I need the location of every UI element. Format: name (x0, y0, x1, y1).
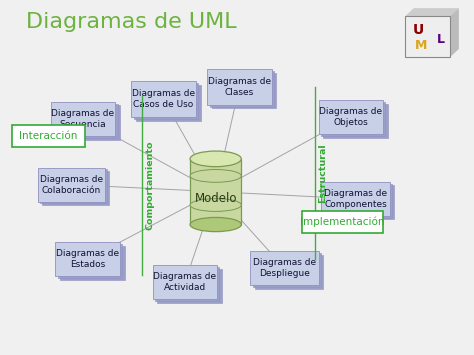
Bar (190, 159, 241, 224)
FancyBboxPatch shape (60, 246, 125, 280)
Text: Estructural: Estructural (318, 143, 327, 203)
FancyBboxPatch shape (55, 242, 120, 276)
Text: Diagramas de UML: Diagramas de UML (26, 12, 237, 32)
Text: M: M (415, 39, 427, 52)
Text: Diagramas de
Secuencia: Diagramas de Secuencia (51, 109, 115, 129)
FancyBboxPatch shape (323, 104, 388, 138)
FancyBboxPatch shape (55, 105, 120, 140)
Ellipse shape (190, 170, 241, 182)
Text: U: U (413, 23, 424, 37)
FancyBboxPatch shape (53, 104, 118, 138)
FancyBboxPatch shape (405, 16, 450, 57)
FancyBboxPatch shape (40, 169, 107, 203)
Polygon shape (450, 8, 459, 57)
FancyBboxPatch shape (250, 251, 319, 285)
Text: Diagramas de
Componentes: Diagramas de Componentes (324, 189, 387, 209)
FancyBboxPatch shape (207, 69, 272, 105)
FancyBboxPatch shape (157, 269, 222, 303)
Polygon shape (405, 8, 459, 16)
FancyBboxPatch shape (321, 102, 385, 136)
FancyBboxPatch shape (153, 265, 217, 299)
FancyBboxPatch shape (321, 182, 390, 216)
Ellipse shape (190, 217, 241, 231)
Text: Comportamiento: Comportamiento (145, 141, 154, 230)
FancyBboxPatch shape (42, 171, 109, 205)
Text: Diagramas de
Clases: Diagramas de Clases (208, 77, 271, 97)
FancyBboxPatch shape (324, 184, 392, 218)
FancyBboxPatch shape (136, 85, 201, 121)
FancyBboxPatch shape (37, 168, 104, 202)
FancyBboxPatch shape (319, 100, 383, 134)
Text: Modelo: Modelo (194, 192, 237, 205)
FancyBboxPatch shape (212, 73, 276, 108)
FancyBboxPatch shape (210, 71, 274, 106)
Text: Diagramas de
Objetos: Diagramas de Objetos (319, 107, 383, 127)
Text: Diagramas de
Colaboración: Diagramas de Colaboración (39, 175, 103, 195)
Text: Diagramas de
Estados: Diagramas de Estados (56, 249, 119, 269)
FancyBboxPatch shape (12, 125, 85, 147)
FancyBboxPatch shape (134, 83, 198, 119)
FancyBboxPatch shape (326, 185, 394, 219)
Ellipse shape (190, 199, 241, 211)
FancyBboxPatch shape (255, 255, 323, 289)
Ellipse shape (190, 151, 241, 167)
FancyBboxPatch shape (58, 244, 122, 278)
Text: L: L (437, 33, 445, 46)
FancyBboxPatch shape (51, 102, 115, 136)
FancyBboxPatch shape (131, 82, 196, 117)
Text: Diagramas de
Casos de Uso: Diagramas de Casos de Uso (132, 89, 195, 109)
FancyBboxPatch shape (253, 253, 321, 287)
FancyBboxPatch shape (302, 211, 383, 233)
Text: Interacción: Interacción (19, 131, 78, 141)
FancyBboxPatch shape (155, 267, 219, 301)
Text: Diagramas de
Actividad: Diagramas de Actividad (153, 272, 217, 292)
Text: Diagramas de
Despliegue: Diagramas de Despliegue (253, 258, 316, 278)
Text: Implementación: Implementación (300, 217, 385, 227)
